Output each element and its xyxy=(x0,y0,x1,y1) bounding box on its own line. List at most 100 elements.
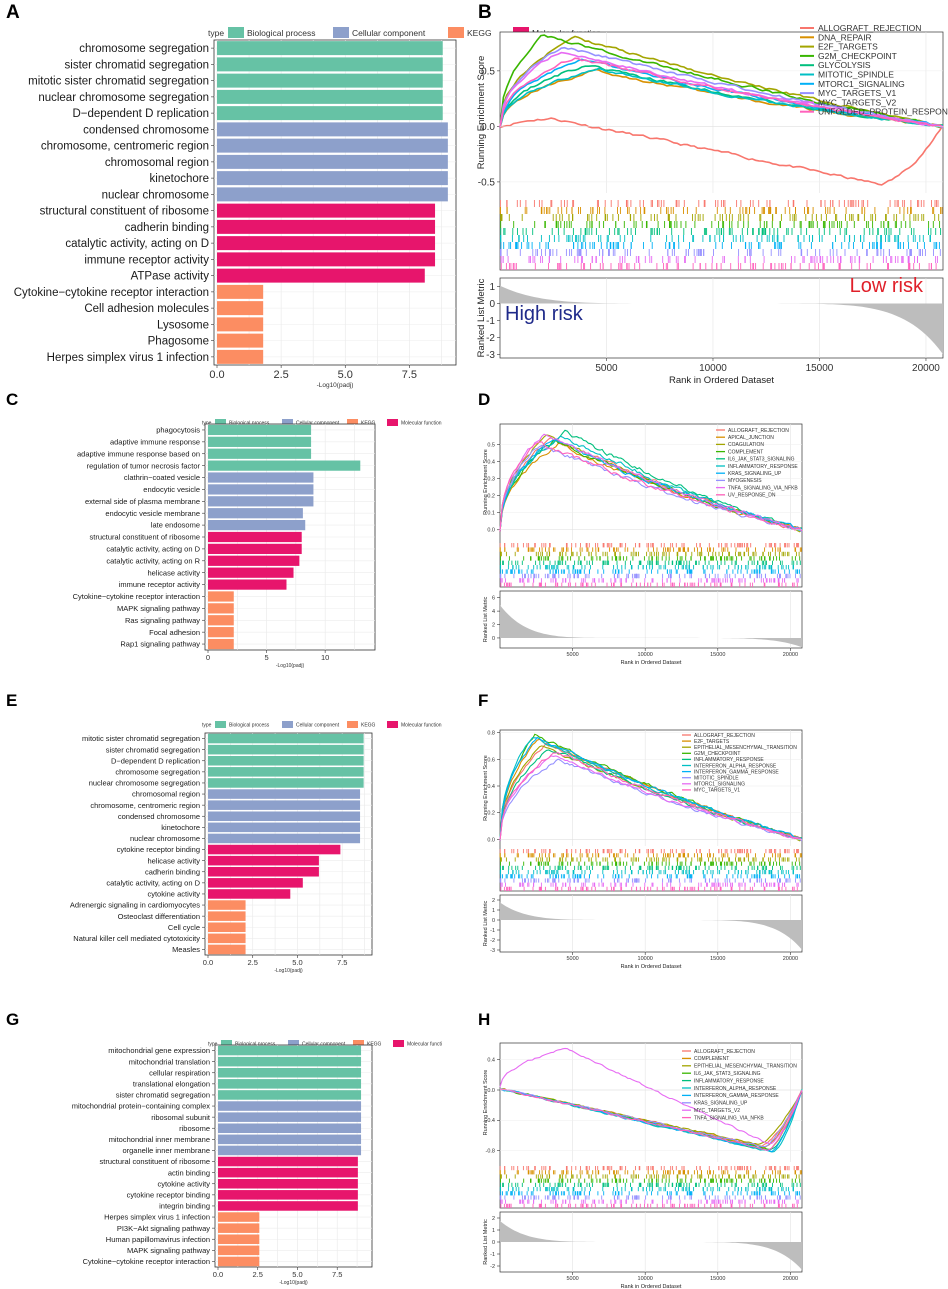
legend-label-1: Cellular component xyxy=(296,723,340,729)
x-tick-label: 5.0 xyxy=(292,1270,302,1279)
legend-swatch-2 xyxy=(448,27,464,38)
metric-panel xyxy=(499,894,803,953)
bar xyxy=(218,1167,358,1178)
category-label: chromosomal region xyxy=(132,790,200,799)
category-label: kinetochore xyxy=(150,173,209,185)
y-axis-label-metric: Ranked List Metric xyxy=(483,1219,489,1265)
x-tick-label: 0.0 xyxy=(209,369,224,381)
y-tick-label: 0.0 xyxy=(487,837,495,843)
category-label: endocytic vesicle xyxy=(143,485,200,494)
legend-entry: MITOTIC_SPINDLE xyxy=(694,775,739,781)
bar xyxy=(217,89,443,104)
y-tick-label: 0.3 xyxy=(487,477,495,483)
y-axis-label-metric: Ranked List Metric xyxy=(483,596,489,642)
legend-swatch-3 xyxy=(387,419,398,426)
es-panel xyxy=(499,1042,803,1209)
category-label: nuclear chromosome segregation xyxy=(38,92,209,104)
bar xyxy=(218,1190,358,1200)
metric-panel xyxy=(499,590,803,649)
bar xyxy=(217,171,448,186)
bar xyxy=(218,1134,362,1145)
x-tick-label: 0 xyxy=(206,653,210,662)
legend-entry: GLYCOLYSIS xyxy=(818,60,871,70)
es-curve xyxy=(499,46,944,129)
legend-entry: ALLOGRAFT_REJECTION xyxy=(694,733,755,739)
legend-swatch-3 xyxy=(393,1040,404,1047)
category-label: catalytic activity, acting on R xyxy=(106,556,200,565)
legend-label-1: Cellular component xyxy=(302,1042,346,1048)
legend-label-3: Molecular function xyxy=(401,723,442,729)
bar xyxy=(208,833,361,844)
y-tick-label: 2 xyxy=(492,898,495,904)
category-label: PI3K−Akt signaling pathway xyxy=(117,1224,210,1233)
y-tick-label: 0.4 xyxy=(487,459,495,465)
x-axis-label: -Log10(padj) xyxy=(279,1280,308,1286)
legend-title: type xyxy=(208,1042,218,1048)
category-label: cadherin binding xyxy=(145,867,200,876)
bar xyxy=(217,73,443,88)
bar xyxy=(208,944,246,955)
bar xyxy=(208,496,314,507)
y-tick-label: 1 xyxy=(489,282,495,293)
category-label: cadherin binding xyxy=(125,222,209,234)
bar xyxy=(218,1056,362,1067)
x-tick-label: 5000 xyxy=(566,652,578,658)
plot-panel xyxy=(214,1044,373,1268)
bar xyxy=(218,1256,260,1267)
category-label: Herpes simplex virus 1 infection xyxy=(47,352,209,364)
category-label: mitochondrial inner membrane xyxy=(109,1135,210,1144)
category-label: mitochondrial protein−containing complex xyxy=(72,1102,210,1111)
category-label: mitotic sister chromatid segregation xyxy=(28,76,209,88)
x-tick-label: 2.5 xyxy=(248,958,258,967)
y-tick-label: 2 xyxy=(492,622,495,628)
legend-entry: INFLAMMATORY_RESPONSE xyxy=(694,757,764,763)
bar xyxy=(208,579,287,590)
es-curve xyxy=(499,117,944,186)
category-label: regulation of tumor necrosis factor xyxy=(87,461,201,470)
y-tick-label: 2 xyxy=(492,1216,495,1222)
category-label: organelle inner membrane xyxy=(122,1146,210,1155)
legend-entry: MTORC1_SIGNALING xyxy=(818,79,905,89)
category-label: adaptive immune response based on xyxy=(77,449,200,458)
bar xyxy=(218,1234,260,1245)
legend-entry: EPITHELIAL_MESENCHYMAL_TRANSITION xyxy=(694,745,797,751)
legend-entry: INTERFERON_GAMMA_RESPONSE xyxy=(694,769,779,775)
y-tick-label: 0.6 xyxy=(487,757,495,763)
bar xyxy=(208,878,303,888)
legend-entry: COAGULATION xyxy=(728,442,764,448)
category-label: Herpes simplex virus 1 infection xyxy=(104,1213,210,1222)
bar xyxy=(218,1067,362,1078)
bar xyxy=(208,733,364,744)
x-tick-label: 15000 xyxy=(710,956,725,962)
y-tick-label: 0.2 xyxy=(487,811,495,817)
legend-label-2: KEGG xyxy=(367,1042,382,1048)
category-label: ribosome xyxy=(179,1124,210,1133)
legend-entry: MYC_TARGETS_V1 xyxy=(818,88,897,98)
x-axis-label: Rank in Ordered Dataset xyxy=(621,964,682,970)
y-axis-label-es: Running Enrichment Score xyxy=(483,755,489,821)
bar xyxy=(217,138,448,153)
category-label: mitochondrial translation xyxy=(129,1057,210,1066)
legend-entry: DNA_REPAIR xyxy=(818,32,872,42)
bar xyxy=(208,555,300,566)
y-tick-label: 0.0 xyxy=(481,122,495,133)
legend-swatch-1 xyxy=(333,27,349,38)
annotation-low-risk: Low risk xyxy=(850,275,924,297)
panel-label-H: H xyxy=(478,1010,490,1029)
legend-entry: ALLOGRAFT_REJECTION xyxy=(728,428,789,434)
legend-swatch-0 xyxy=(228,27,244,38)
x-tick-label: 20000 xyxy=(912,363,940,374)
x-tick-label: 0.0 xyxy=(213,1270,223,1279)
category-label: endocytic vesicle membrane xyxy=(105,509,200,518)
es-curve xyxy=(499,1047,803,1145)
category-label: ribosomal subunit xyxy=(151,1113,211,1122)
y-tick-label: -1 xyxy=(490,928,495,934)
legend-swatch-0 xyxy=(221,1040,232,1047)
bar xyxy=(208,567,294,578)
bar xyxy=(208,800,361,810)
x-tick-label: 0.0 xyxy=(203,958,213,967)
category-label: D−dependent D replication xyxy=(111,756,200,765)
bar xyxy=(218,1156,358,1167)
y-tick-label: -0.5 xyxy=(478,177,496,188)
bar xyxy=(208,744,364,755)
